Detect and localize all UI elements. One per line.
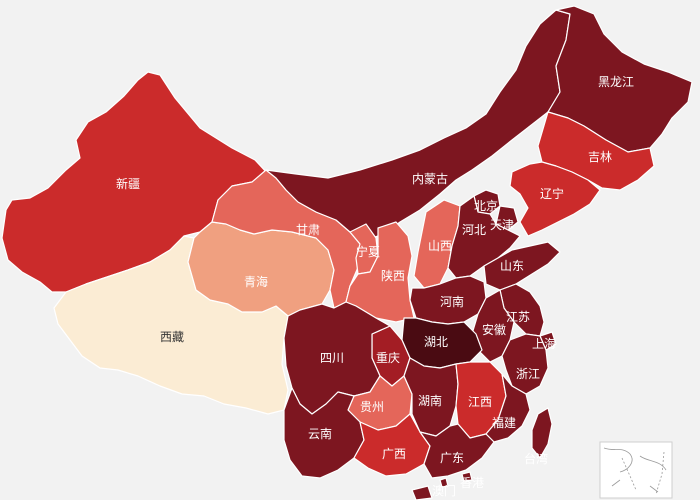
province-hongkong[interactable] <box>461 471 473 483</box>
label-jilin: 吉林 <box>588 150 612 164</box>
label-jiangsu: 江苏 <box>506 310 530 324</box>
label-xizang: 西藏 <box>160 330 184 344</box>
label-xinjiang: 新疆 <box>116 176 140 191</box>
province-hainan <box>411 485 433 500</box>
label-neimenggu: 内蒙古 <box>412 171 448 186</box>
label-henan: 河南 <box>440 294 464 309</box>
label-taiwan: 台湾 <box>524 451 548 466</box>
province-hebei[interactable] <box>447 195 521 279</box>
label-hebei: 河北 <box>462 223 486 237</box>
label-shandong: 山东 <box>500 259 524 273</box>
label-guangdong: 广东 <box>440 451 464 465</box>
label-liaoning: 辽宁 <box>540 186 564 201</box>
label-qinghai: 青海 <box>244 274 268 289</box>
label-hongkong: 香港 <box>460 476 484 490</box>
province-macau[interactable] <box>439 477 449 488</box>
province-taiwan[interactable] <box>531 407 553 459</box>
label-shanghai: 上海 <box>532 336 556 351</box>
province-guangdong[interactable] <box>419 423 495 479</box>
south-china-sea-inset <box>599 441 673 499</box>
province-shaanxi[interactable] <box>345 221 415 323</box>
province-xizang[interactable] <box>53 235 289 415</box>
label-hunan: 湖南 <box>418 393 442 408</box>
label-guangxi: 广西 <box>382 447 406 461</box>
inset-frame <box>599 441 673 499</box>
label-hubei: 湖北 <box>424 334 448 349</box>
label-ningxia: 宁夏 <box>356 244 380 259</box>
label-yunnan: 云南 <box>308 426 332 441</box>
label-shanxi: 山西 <box>428 239 452 253</box>
label-guizhou: 贵州 <box>360 400 384 414</box>
label-gansu: 甘肃 <box>296 223 320 237</box>
label-anhui: 安徽 <box>482 322 506 337</box>
province-liaoning[interactable] <box>509 161 601 237</box>
label-sichuan: 四川 <box>320 351 344 365</box>
label-zhejiang: 浙江 <box>516 367 540 381</box>
label-jiangxi: 江西 <box>468 395 492 409</box>
province-shandong[interactable] <box>483 241 561 291</box>
province-tianjin[interactable] <box>495 205 519 231</box>
label-beijing: 北京 <box>474 199 498 213</box>
label-chongqing: 重庆 <box>376 351 400 365</box>
label-heilongjiang: 黑龙江 <box>598 75 634 89</box>
label-tianjin: 天津 <box>490 218 514 232</box>
province-fujian[interactable] <box>485 373 531 443</box>
province-heilongjiang[interactable] <box>547 5 693 153</box>
inset-dashed-boundary <box>621 451 665 495</box>
province-zhejiang[interactable] <box>501 333 549 395</box>
label-macau: 澳门 <box>432 483 456 498</box>
label-shaanxi: 陕西 <box>381 268 405 283</box>
label-fujian: 福建 <box>492 415 516 430</box>
inset-coastline <box>603 447 667 493</box>
province-shanxi[interactable] <box>413 199 461 289</box>
